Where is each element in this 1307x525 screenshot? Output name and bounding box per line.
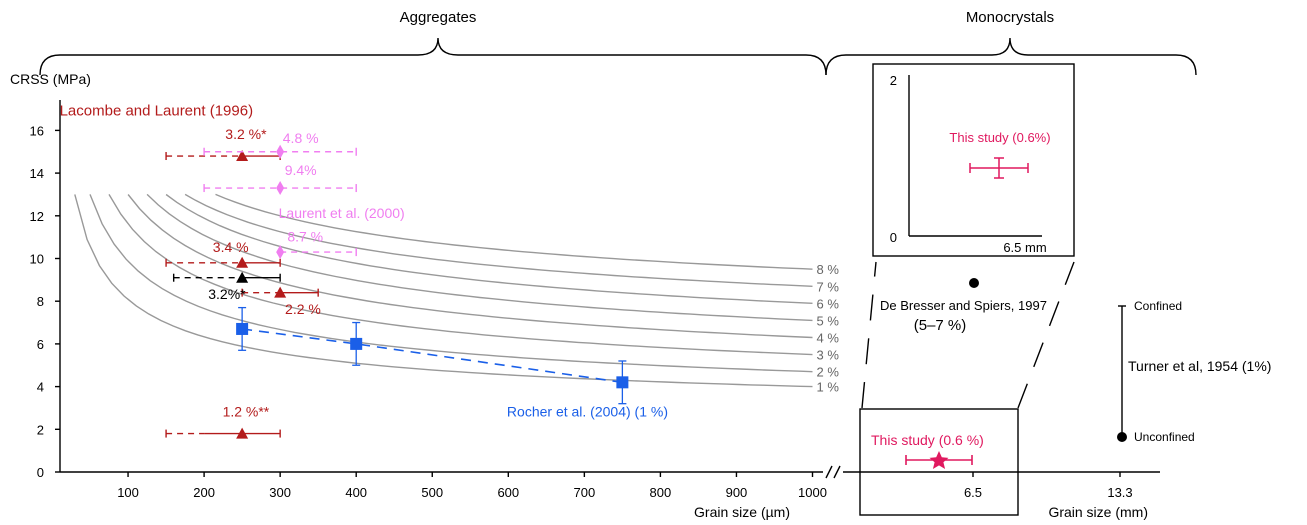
y-tick-label: 0 xyxy=(37,465,44,480)
point-label: 1.2 %** xyxy=(223,403,270,419)
y-axis-label: CRSS (MPa) xyxy=(10,71,91,87)
strain-curve xyxy=(108,194,813,356)
x-tick-label: 500 xyxy=(421,485,443,500)
monocrystals-axis xyxy=(843,471,1160,477)
triangle-marker xyxy=(236,427,249,439)
strain-curve-label: 7 % xyxy=(817,279,840,294)
inset-tick-label: 0 xyxy=(890,230,897,245)
strain-curve-label: 4 % xyxy=(817,330,840,345)
header-braces xyxy=(39,37,1197,76)
point-label: 2.2 % xyxy=(285,301,321,317)
x-tick-label: 400 xyxy=(345,485,367,500)
strain-curve xyxy=(165,193,813,304)
monocrystals-brace xyxy=(825,37,1197,76)
point-label: 3.2 %* xyxy=(225,126,267,142)
square-marker xyxy=(616,376,629,389)
y-tick-label: 2 xyxy=(37,422,44,437)
strain-curve-label: 8 % xyxy=(817,262,840,277)
strain-curve-label: 5 % xyxy=(817,313,840,328)
strain-curve-label: 3 % xyxy=(817,348,840,363)
axis-break-mark xyxy=(833,465,841,479)
triangle-marker xyxy=(236,150,249,162)
this-study-main xyxy=(905,451,973,469)
triangle-marker xyxy=(236,256,249,268)
series-label: Laurent et al. (2000) xyxy=(279,205,405,221)
de-bresser-range: (5–7 %) xyxy=(914,317,967,334)
turner-unconfined-point xyxy=(1117,432,1127,442)
x-tick-label: 300 xyxy=(269,485,291,500)
y-tick-label: 12 xyxy=(30,209,44,224)
tick-label: 13.3 xyxy=(1107,485,1132,500)
de-bresser-point xyxy=(969,278,979,288)
strain-curve xyxy=(215,193,813,270)
series-line xyxy=(242,328,623,384)
point-label: 3.4 % xyxy=(213,239,249,255)
strain-curve xyxy=(127,194,813,339)
y-tick-label: 6 xyxy=(37,337,44,352)
aggregates-axes xyxy=(59,100,823,473)
monocrystals-label: Monocrystals xyxy=(966,9,1054,26)
inset-axes xyxy=(908,75,1042,237)
x-tick-label: 600 xyxy=(497,485,519,500)
point-label: 9.4% xyxy=(285,162,317,178)
diamond-marker xyxy=(276,181,285,196)
point-label: 8.7 % xyxy=(287,228,323,244)
diamond-marker xyxy=(276,144,285,159)
x-tick-label: 1000 xyxy=(798,485,827,500)
y-tick-label: 8 xyxy=(37,294,44,309)
series-label: Lacombe and Laurent (1996) xyxy=(60,102,253,119)
x-axis-label: Grain size (µm) xyxy=(694,504,790,520)
this-study-star xyxy=(929,451,949,469)
turner-range xyxy=(1118,305,1126,436)
zoom-connectors xyxy=(861,261,1075,409)
triangle-marker xyxy=(274,286,287,298)
y-tick-label: 16 xyxy=(30,123,44,138)
strain-curve-label: 2 % xyxy=(817,365,840,380)
turner-label: Turner et al, 1954 (1%) xyxy=(1128,358,1271,374)
inset-x-tick-label: 6.5 mm xyxy=(1003,240,1046,255)
turner-confined-label: Confined xyxy=(1134,299,1182,313)
aggregates-brace xyxy=(39,37,827,76)
de-bresser-label: De Bresser and Spiers, 1997 xyxy=(880,298,1047,313)
series-label: Rocher et al. (2004) (1 %) xyxy=(507,403,668,419)
zoom-box xyxy=(859,408,1019,516)
point-label: 3.2%* xyxy=(208,286,246,302)
zoom-connector-left xyxy=(861,261,877,409)
strain-curve xyxy=(74,194,813,388)
this-study-label: This study (0.6 %) xyxy=(871,432,984,448)
inset-tick-label: 2 xyxy=(890,73,897,88)
x-tick-label: 800 xyxy=(650,485,672,500)
strain-curve-label: 1 % xyxy=(817,380,840,395)
turner-unconfined-label: Unconfined xyxy=(1134,430,1195,444)
strain-curve xyxy=(184,193,813,287)
aggregates-label: Aggregates xyxy=(400,9,477,26)
axis-break-mark xyxy=(825,465,833,479)
x-tick-label: 700 xyxy=(573,485,595,500)
y-tick-label: 10 xyxy=(30,252,44,267)
inset-point-label: This study (0.6%) xyxy=(949,130,1050,145)
mono-x-axis-label: Grain size (mm) xyxy=(1048,504,1148,520)
zoom-connector-right xyxy=(1017,261,1075,409)
x-tick-label: 900 xyxy=(726,485,748,500)
strain-curve xyxy=(89,194,813,373)
strain-curve-label: 6 % xyxy=(817,296,840,311)
inset-frame xyxy=(872,63,1075,257)
x-tick-label: 100 xyxy=(117,485,139,500)
y-tick-label: 14 xyxy=(30,166,44,181)
triangle-marker xyxy=(236,271,249,283)
strain-curve xyxy=(146,193,813,322)
inset-point xyxy=(969,157,1029,179)
tick-label: 6.5 xyxy=(964,485,982,500)
square-marker xyxy=(236,322,249,335)
diamond-marker xyxy=(276,245,285,260)
square-marker xyxy=(350,337,363,350)
y-tick-label: 4 xyxy=(37,380,44,395)
axis-break xyxy=(825,465,841,479)
x-tick-label: 200 xyxy=(193,485,215,500)
point-label: 4.8 % xyxy=(283,130,319,146)
